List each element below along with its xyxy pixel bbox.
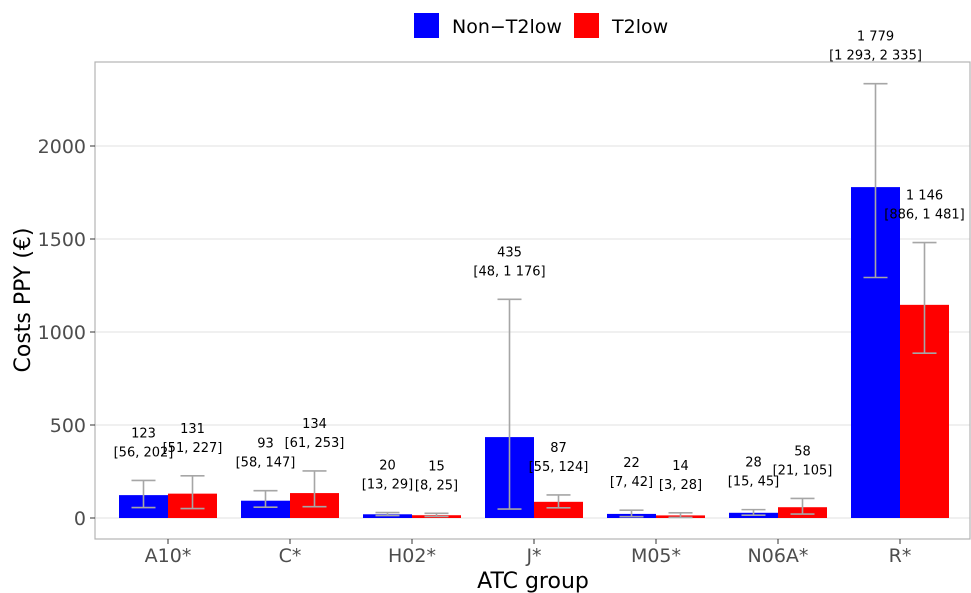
data-label-value: 123 [131, 426, 156, 441]
data-label-value: 93 [257, 437, 274, 452]
bar [534, 501, 583, 518]
y-axis: 0 500 1000 1500 2000 [38, 136, 95, 530]
data-label-ci: [3, 28] [659, 478, 702, 493]
data-labels: 123 [56, 202] 93 [58, 147] 20 [13, 29] 435 [48,… [114, 30, 965, 494]
x-axis-title: ATC group [477, 569, 589, 593]
x-tick-label: H02* [388, 545, 436, 567]
data-label-ci: [1 293, 2 335] [829, 49, 922, 64]
x-tick-label: R* [889, 545, 912, 567]
data-label-ci: [886, 1 481] [884, 208, 964, 223]
plot-panel-border [94, 61, 971, 540]
data-label-value: 435 [497, 245, 522, 260]
data-label-value: 15 [428, 459, 445, 474]
data-label-value: 28 [745, 456, 762, 471]
data-label-value: 1 779 [857, 30, 894, 45]
y-tick-label: 2000 [38, 136, 86, 158]
data-label-value: 22 [623, 456, 640, 471]
y-tick-label: 0 [74, 508, 86, 530]
legend-swatch [574, 13, 599, 38]
x-tick-label: C* [279, 545, 302, 567]
x-tick-label: J* [525, 545, 541, 567]
data-label-ci: [61, 253] [285, 436, 345, 451]
data-label-ci: [15, 45] [728, 475, 780, 490]
data-label-ci: [58, 147] [236, 456, 296, 471]
y-axis-title: Costs PPY (€) [11, 227, 36, 372]
data-label-value: 131 [180, 422, 205, 437]
data-label-ci: [13, 29] [362, 478, 414, 493]
data-label-value: 14 [672, 459, 689, 474]
data-label-ci: [8, 25] [415, 478, 458, 493]
legend-label: Non−T2low [452, 16, 562, 38]
legend: Non−T2low T2low [414, 13, 668, 38]
y-tick-label: 1500 [38, 229, 86, 251]
data-label-ci: [48, 1 176] [473, 264, 545, 279]
x-tick-label: N06A* [748, 545, 809, 567]
data-label-ci: [56, 202] [114, 445, 174, 460]
data-label-value: 134 [302, 417, 327, 432]
data-label-ci: [51, 227] [163, 441, 223, 456]
x-axis: A10* C* H02* J* M05* N06A* R* [145, 539, 912, 567]
data-label-value: 1 146 [906, 189, 943, 204]
legend-label: T2low [611, 16, 668, 38]
data-label-ci: [21, 105] [773, 463, 833, 478]
x-tick-label: A10* [145, 545, 192, 567]
y-tick-label: 500 [50, 415, 86, 437]
y-tick-label: 1000 [38, 322, 86, 344]
data-label-ci: [7, 42] [610, 475, 653, 490]
bar [241, 500, 290, 518]
x-tick-label: M05* [631, 545, 681, 567]
data-label-value: 87 [550, 441, 567, 456]
data-label-ci: [55, 124] [529, 460, 589, 475]
error-bars [131, 82, 937, 519]
data-label-value: 20 [379, 459, 396, 474]
legend-swatch [414, 13, 439, 38]
data-label-value: 58 [794, 444, 811, 459]
